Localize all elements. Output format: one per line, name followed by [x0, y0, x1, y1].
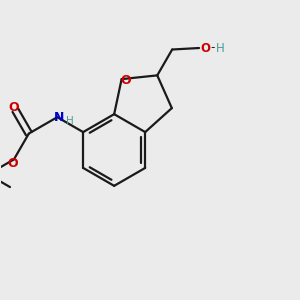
Text: N: N: [54, 111, 64, 124]
Text: O: O: [120, 74, 130, 87]
Text: -: -: [210, 41, 215, 55]
Text: O: O: [9, 101, 19, 114]
Text: O: O: [201, 41, 211, 55]
Text: H: H: [216, 41, 224, 55]
Text: H: H: [66, 116, 74, 126]
Text: O: O: [8, 157, 18, 169]
